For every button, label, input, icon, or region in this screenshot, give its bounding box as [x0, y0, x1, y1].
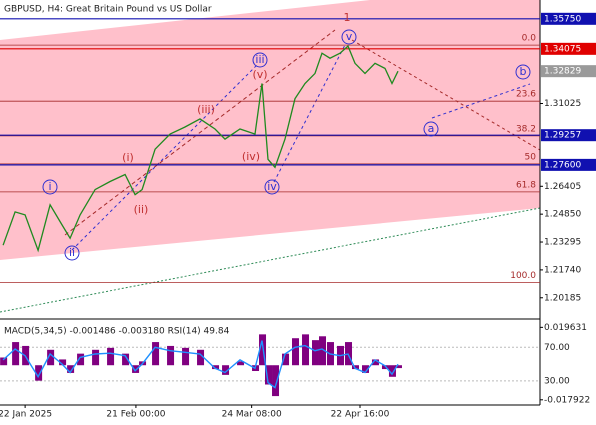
y-tick-label: -0.017922: [544, 395, 590, 405]
macd-bar: [371, 359, 379, 366]
wave-channel: [64, 29, 336, 236]
price-line: [2, 45, 399, 253]
macd-bar: [292, 338, 300, 366]
fib-label: 100.0: [510, 271, 536, 281]
macd-bar: [67, 365, 75, 373]
macd-bar: [319, 336, 327, 366]
level-label: 1.34075: [544, 44, 581, 54]
wave-label: b: [520, 65, 527, 78]
wave-projection: [71, 63, 259, 251]
macd-bar: [237, 361, 245, 366]
y-tick-label: 1.23295: [544, 238, 581, 248]
wave-label: (i): [122, 151, 134, 164]
macd-bar: [47, 349, 55, 366]
level-label: 1.27600: [544, 160, 581, 170]
wave-circle: [341, 29, 357, 45]
y-tick-label: 0.019631: [544, 323, 587, 333]
wave-circle: [264, 179, 280, 195]
indicator-header: MACD(5,34,5) -0.001486 -0.003180 RSI(14)…: [4, 327, 230, 337]
wave-label: (ii): [134, 203, 149, 216]
macd-bar: [259, 334, 267, 366]
wave-label: ii: [69, 246, 75, 259]
y-tick-label: 1.20185: [544, 293, 581, 303]
level-box: [541, 42, 596, 55]
y-tick-label: 1.24850: [544, 210, 581, 220]
level-box: [541, 158, 596, 171]
macd-bar: [152, 342, 160, 366]
macd-bar: [107, 347, 115, 366]
macd-bar: [351, 365, 359, 370]
y-tick-label: 1.31025: [544, 99, 581, 109]
macd-bar: [92, 349, 100, 366]
wave-label: i: [48, 180, 51, 193]
level-label: 1.35750: [544, 14, 581, 24]
wave-label: (v): [252, 68, 267, 81]
macd-bar: [12, 342, 20, 366]
wave-label: iv: [267, 180, 277, 193]
macd-bar: [0, 357, 8, 366]
macd-bar: [388, 365, 396, 377]
level-label: 1.29257: [544, 131, 581, 141]
macd-bar: [122, 353, 130, 366]
macd-bar: [182, 347, 190, 366]
macd-bar: [197, 349, 205, 366]
x-tick-label: 22 Jan 2025: [0, 410, 52, 420]
y-tick-label: 1.26405: [544, 182, 581, 192]
fib-label: 0.0: [522, 34, 537, 44]
wave-label: 1: [344, 11, 351, 24]
y2-tick-label: 70.00: [544, 343, 570, 353]
macd-bar: [132, 365, 140, 373]
macd-bar: [77, 353, 85, 366]
wave-label: (iv): [242, 150, 260, 163]
macd-bar: [167, 345, 175, 366]
macd-bar: [302, 334, 310, 366]
x-tick-label: 22 Apr 16:00: [331, 410, 390, 420]
wave-label: v: [346, 30, 353, 43]
level-box: [541, 12, 596, 25]
macd-bar: [35, 365, 43, 381]
y-tick-label: 1.21740: [544, 265, 581, 275]
fib-label: 23.6: [516, 90, 536, 100]
wave-circle: [515, 64, 531, 80]
wave-label: (iii): [197, 103, 215, 116]
fib-label: 38.2: [516, 124, 536, 134]
wave-circle: [64, 245, 80, 261]
macd-bar: [265, 365, 273, 385]
wave-label: iii: [255, 53, 264, 66]
macd-bar: [361, 365, 369, 373]
x-tick-label: 21 Feb 00:00: [106, 410, 165, 420]
wave-projection: [351, 39, 541, 151]
wave-projection: [431, 83, 531, 119]
macd-bar: [394, 365, 402, 369]
wave-circle: [42, 179, 58, 195]
wave-projection: [273, 44, 346, 183]
x-tick-label: 24 Mar 08:00: [222, 410, 282, 420]
wave-circle: [252, 52, 268, 68]
macd-bar: [311, 340, 319, 366]
wave-label: a: [428, 122, 435, 135]
y2-tick-label: 30.00: [544, 376, 570, 386]
fib-label: 61.8: [516, 180, 536, 190]
fib-label: 50: [525, 152, 537, 162]
chart-title: GBPUSD, H4: Great Britain Pound vs US Do…: [4, 5, 212, 15]
last-price-label: 1.32829: [544, 67, 581, 77]
macd-bar: [212, 365, 220, 370]
macd-bar: [59, 359, 67, 366]
rsi-line: [2, 340, 399, 389]
level-box: [541, 129, 596, 142]
last-price-box: [541, 65, 596, 78]
macd-bar: [272, 365, 280, 397]
wave-circle: [423, 121, 439, 137]
macd-bar: [222, 365, 230, 375]
macd-bar: [282, 353, 290, 366]
